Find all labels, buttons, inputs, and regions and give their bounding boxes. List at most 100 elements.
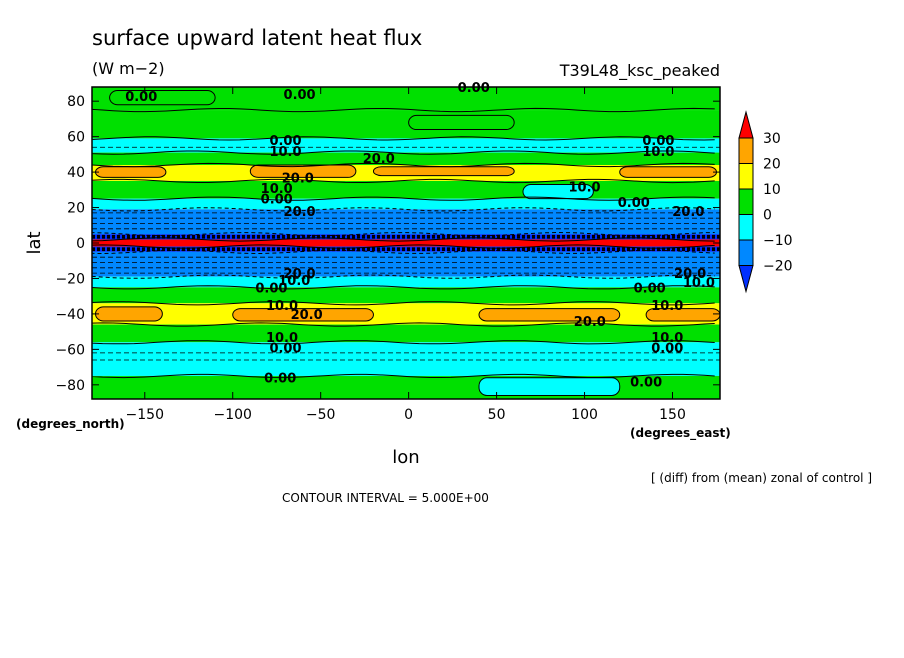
contour-band: [92, 87, 720, 111]
contour-label: 10.0: [569, 180, 601, 195]
contour-label: 10.0: [642, 145, 674, 160]
contour-label: 0.00: [125, 90, 157, 105]
contour-label: 20.0: [574, 315, 606, 330]
contour-label: 20.0: [284, 267, 316, 282]
y-axis-title: lat: [24, 231, 45, 254]
contour-label: 10.0: [266, 299, 298, 314]
x-tick-label: −50: [306, 407, 336, 423]
colorbar: 30 20 10 0 −10 −20: [738, 110, 793, 294]
contour-line: [92, 231, 715, 237]
contour-label: 10.0: [261, 182, 293, 197]
contour-lines: [92, 107, 720, 379]
contour-label: 0.00: [269, 134, 301, 149]
colorbar-segment: [738, 265, 754, 294]
contour-label: 0.00: [284, 88, 316, 103]
contour-band: [92, 375, 720, 399]
contour-band: [92, 276, 720, 288]
contour-patch: [95, 306, 163, 322]
contour-label: 20.0: [672, 205, 704, 220]
contour-line: [92, 285, 715, 290]
x-units: (degrees_east): [630, 426, 731, 441]
contour-label: 10.0: [651, 331, 683, 346]
contour-band: [92, 198, 720, 210]
colorbar-label: 10: [763, 182, 781, 198]
colorbar-segment: [738, 239, 754, 266]
colorbar-segment: [738, 214, 754, 241]
colorbar-segment: [738, 188, 754, 215]
contour-band: [92, 287, 720, 304]
contour-band: [92, 138, 720, 153]
contour-interval: CONTOUR INTERVAL = 5.000E+00: [282, 491, 489, 505]
y-tick-label: 80: [67, 94, 85, 110]
x-tick-label: 0: [404, 407, 413, 423]
contour-line: [92, 196, 715, 201]
contour-line: [92, 274, 715, 279]
contour-patch: [619, 166, 717, 178]
contour-label: 20.0: [363, 152, 395, 167]
contour-label: 0.00: [264, 372, 296, 387]
contour-band: [92, 110, 720, 139]
contour-band: [92, 246, 720, 252]
contour-label: 0.00: [255, 281, 287, 296]
x-axis-ticks: −150 −100 −50 0 50 100 150: [126, 87, 686, 423]
y-tick-label: −80: [55, 378, 85, 394]
colorbar-segment: [738, 137, 754, 164]
contour-line: [92, 249, 715, 255]
contour-label: 10.0: [266, 331, 298, 346]
chart-units: (W m−2): [92, 59, 165, 78]
contour-line: [92, 340, 715, 345]
contour-patch: [372, 166, 515, 177]
contour-fill-area: [92, 87, 720, 399]
contour-patch: [478, 377, 621, 396]
contour-line: [92, 150, 715, 155]
contour-label: 20.0: [284, 205, 316, 220]
contour-label: 20.0: [674, 267, 706, 282]
colorbar-label: −20: [763, 259, 793, 275]
contour-band: [92, 239, 720, 247]
contour-label: 0.00: [261, 193, 293, 208]
contour-label: 0.00: [458, 81, 490, 96]
contour-band: [92, 152, 720, 165]
contour-label: 0.00: [630, 375, 662, 390]
contour-label: 0.00: [642, 134, 674, 149]
contour-patch: [408, 114, 515, 131]
y-tick-label: −40: [55, 307, 85, 323]
colorbar-label: −10: [763, 233, 793, 249]
contour-label: 20.0: [291, 308, 323, 323]
contour-line: [92, 162, 715, 168]
y-tick-label: 0: [76, 236, 85, 252]
contour-band: [92, 342, 720, 376]
x-tick-label: −150: [126, 407, 164, 423]
contour-label: 0.00: [269, 342, 301, 357]
diff-note: [ (diff) from (mean) zonal of control ]: [651, 471, 872, 485]
contour-band: [92, 324, 720, 343]
y-tick-label: −60: [55, 342, 85, 358]
contour-patch: [109, 90, 216, 106]
y-units: (degrees_north): [16, 417, 125, 432]
contour-line: [92, 107, 715, 113]
x-tick-label: −100: [214, 407, 252, 423]
experiment-label: T39L48_ksc_peaked: [559, 61, 720, 81]
contour-line: [92, 136, 715, 141]
contour-label: 10.0: [651, 299, 683, 314]
contour-label: 10.0: [683, 276, 715, 291]
x-axis-title: lon: [392, 447, 419, 468]
contour-label: 10.0: [269, 145, 301, 160]
contour-label: 20.0: [282, 171, 314, 186]
contour-patch: [95, 166, 167, 178]
contour-band: [92, 234, 720, 240]
contour-label: 0.00: [651, 342, 683, 357]
contour-patch: [232, 308, 374, 322]
y-tick-label: −20: [55, 271, 85, 287]
contour-label: 0.00: [618, 196, 650, 211]
contour-band: [92, 209, 720, 235]
colorbar-label: 30: [763, 131, 781, 147]
contour-patch: [645, 308, 720, 322]
contour-patch: [478, 308, 621, 322]
colorbar-segment: [738, 163, 754, 190]
x-tick-label: 100: [571, 407, 598, 423]
contour-band: [92, 251, 720, 277]
contour-patch: [249, 164, 357, 178]
